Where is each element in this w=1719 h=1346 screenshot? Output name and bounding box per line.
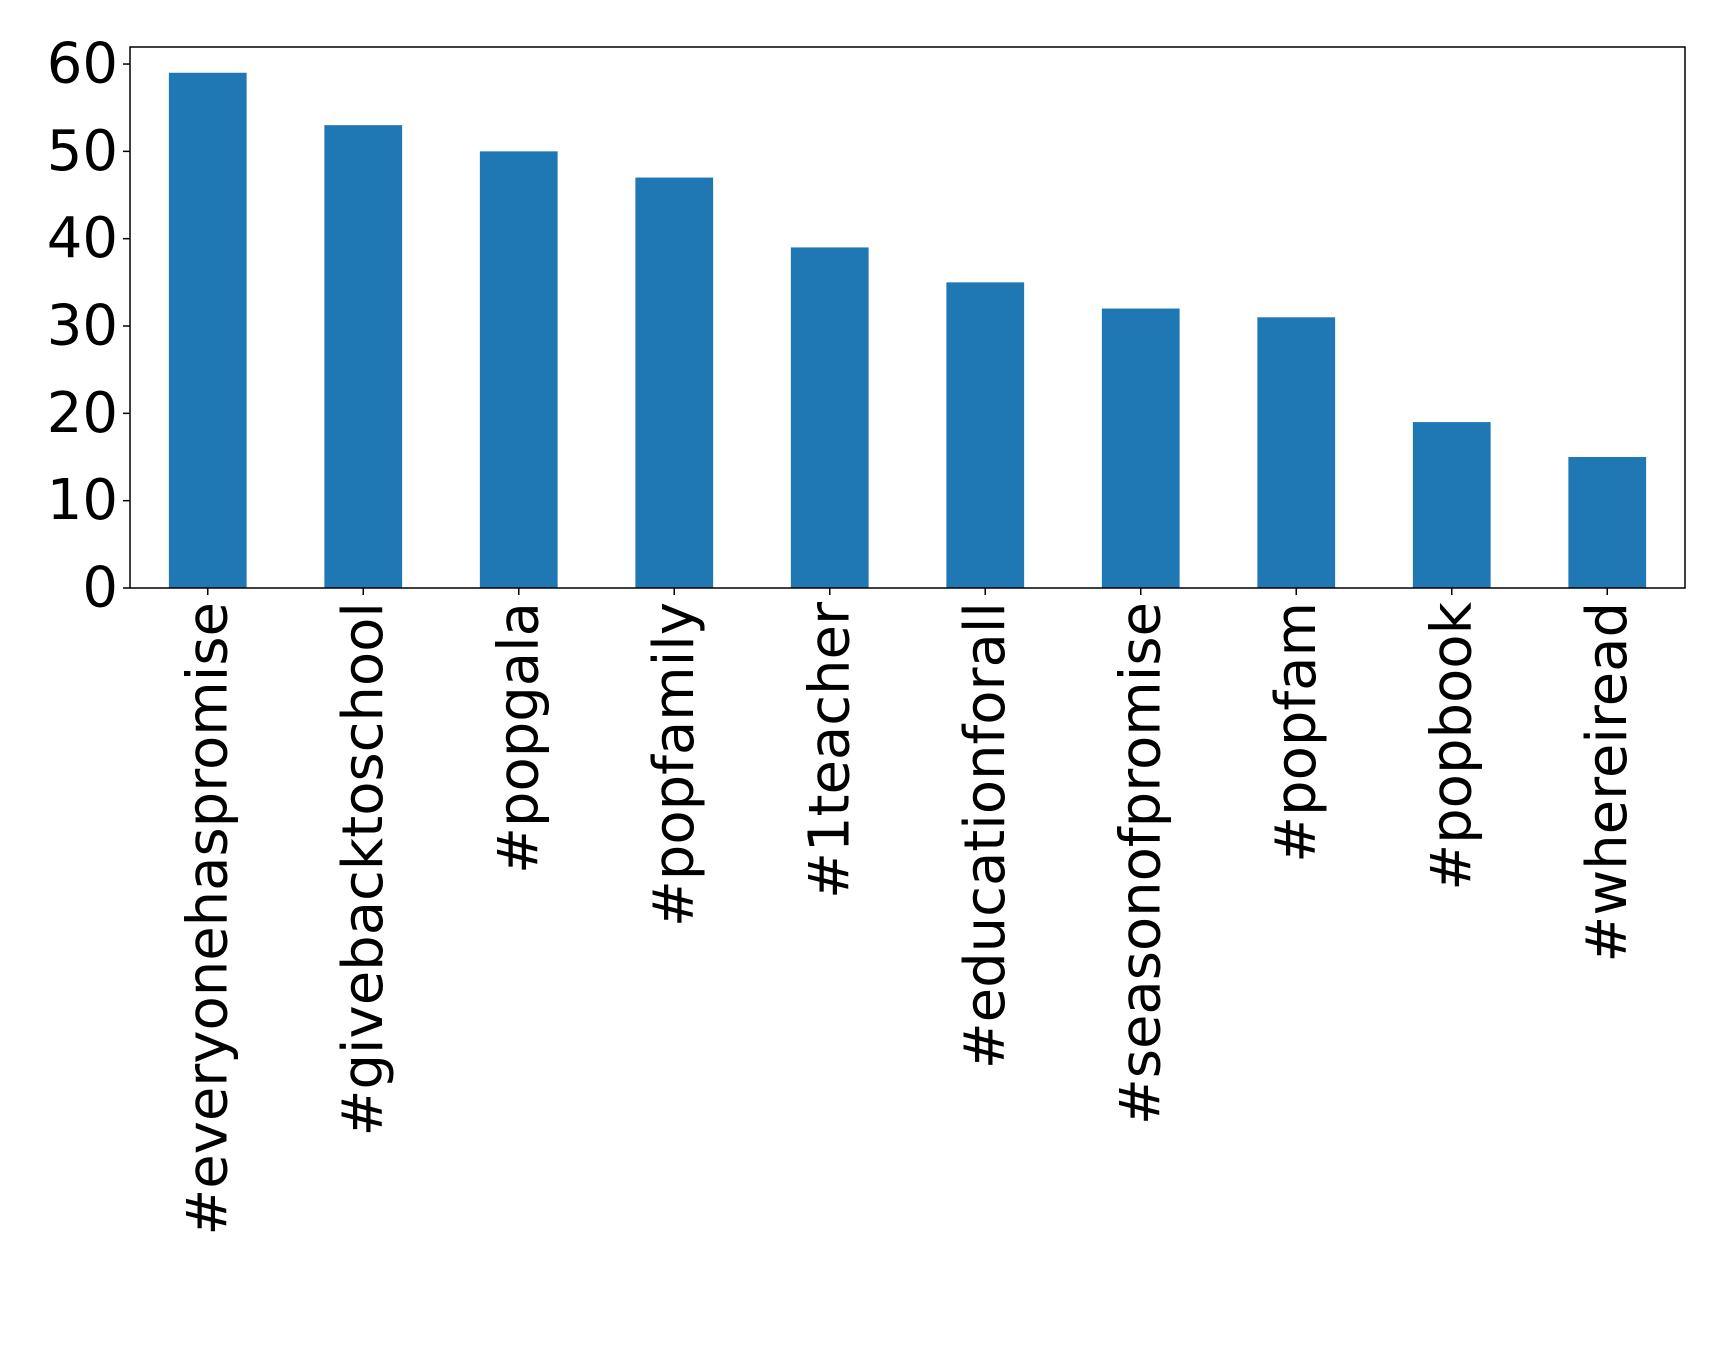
bar-9 <box>1568 457 1647 588</box>
y-tick-label-4: 40 <box>47 206 118 271</box>
bar-7 <box>1257 317 1336 588</box>
bar-1 <box>324 125 403 588</box>
x-tick-label-8: #popbook <box>1419 601 1484 890</box>
x-tick-label-7: #popfam <box>1264 602 1329 863</box>
y-tick-label-1: 10 <box>47 468 118 533</box>
bar-4 <box>790 247 869 588</box>
bar-5 <box>946 282 1025 588</box>
y-tick-label-3: 30 <box>47 294 118 359</box>
bar-3 <box>635 177 714 588</box>
y-axis: 0 10 20 30 40 50 60 <box>47 32 130 621</box>
x-axis: #everyonehaspromise #givebacktoschool #pop… <box>175 588 1640 1236</box>
x-tick-label-4: #1teacher <box>797 601 862 899</box>
y-tick-label-5: 50 <box>47 119 118 184</box>
y-tick-label-2: 20 <box>47 381 118 446</box>
x-tick-label-2: #popgala <box>486 602 551 874</box>
x-tick-label-9: #whereiread <box>1575 602 1640 963</box>
x-tick-label-3: #popfamily <box>642 602 707 927</box>
bar-8 <box>1412 422 1491 588</box>
bar-0 <box>168 72 247 588</box>
bar-2 <box>479 151 558 588</box>
y-tick-label-0: 0 <box>82 556 118 621</box>
bars-group <box>168 72 1647 588</box>
x-tick-label-6: #seasonofpromise <box>1108 602 1173 1125</box>
y-tick-label-6: 60 <box>47 32 118 97</box>
bar-6 <box>1101 308 1180 588</box>
x-tick-label-1: #givebacktoschool <box>331 602 396 1136</box>
x-tick-label-0: #everyonehaspromise <box>175 602 240 1236</box>
plot-frame <box>129 46 1686 589</box>
x-tick-label-5: #educationforall <box>953 602 1018 1069</box>
